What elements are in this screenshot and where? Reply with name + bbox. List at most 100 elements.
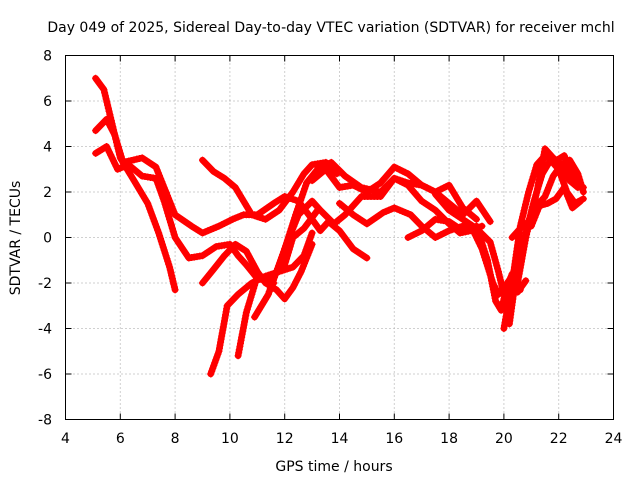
data-point — [534, 189, 539, 195]
data-point — [509, 235, 515, 240]
data-point — [364, 189, 370, 195]
x-tick-label: 10 — [221, 431, 239, 447]
x-tick-label: 24 — [605, 431, 623, 447]
data-point — [277, 208, 282, 213]
data-layer — [92, 74, 587, 378]
data-point — [156, 230, 161, 236]
data-point — [381, 210, 386, 215]
data-point — [561, 185, 567, 190]
data-point — [392, 176, 397, 181]
data-point — [378, 194, 383, 199]
data-point — [282, 246, 287, 252]
data-point — [222, 253, 227, 258]
y-tick-label: -8 — [38, 413, 52, 429]
data-point — [282, 262, 287, 267]
data-point — [545, 201, 550, 206]
data-point — [479, 223, 485, 229]
data-point — [433, 217, 438, 222]
data-point — [551, 155, 556, 161]
data-point — [115, 167, 120, 172]
data-point — [446, 182, 452, 188]
data-point — [309, 162, 315, 167]
data-point — [493, 299, 498, 304]
data-point — [501, 326, 507, 331]
series-track-3 — [92, 143, 278, 287]
data-point — [529, 223, 534, 229]
data-point — [263, 217, 268, 222]
data-point — [211, 169, 216, 174]
data-point — [304, 180, 309, 186]
series-track-2 — [92, 115, 371, 262]
data-point — [419, 198, 424, 204]
y-tick-label: 6 — [43, 94, 52, 110]
series-track-10 — [308, 163, 480, 223]
data-point — [145, 201, 150, 206]
data-point — [255, 273, 260, 279]
data-point — [298, 269, 304, 274]
data-point — [296, 212, 301, 217]
data-point — [230, 217, 235, 222]
data-point — [235, 253, 241, 258]
data-point — [200, 253, 205, 258]
data-point — [518, 226, 523, 231]
data-point — [433, 208, 438, 213]
data-point — [570, 205, 575, 211]
y-tick-label: -6 — [38, 367, 52, 383]
series-track-9 — [281, 174, 494, 253]
data-point — [235, 292, 241, 297]
data-point — [351, 182, 356, 188]
data-point — [290, 189, 296, 195]
data-point — [433, 235, 438, 240]
data-point — [485, 258, 490, 263]
x-tick-label: 16 — [385, 431, 403, 447]
data-point — [460, 217, 465, 222]
data-point — [351, 212, 356, 217]
data-point — [551, 173, 556, 179]
data-point — [309, 242, 315, 247]
data-point — [408, 212, 413, 217]
data-point — [200, 280, 205, 286]
x-axis-label: GPS time / hours — [275, 459, 392, 475]
data-point — [161, 198, 167, 204]
data-point — [498, 308, 504, 313]
data-point — [126, 162, 131, 167]
data-point — [578, 198, 583, 204]
data-point — [323, 167, 328, 172]
data-point — [553, 196, 559, 202]
data-point — [200, 230, 205, 236]
data-point — [581, 189, 586, 195]
data-point — [153, 164, 159, 170]
data-point — [337, 185, 342, 190]
data-point — [507, 321, 512, 327]
y-tick-label: -4 — [38, 322, 52, 338]
y-tick-label: 2 — [43, 185, 52, 201]
series-track-1 — [92, 74, 179, 294]
data-point — [241, 212, 246, 217]
data-point — [575, 185, 581, 190]
data-point — [101, 87, 107, 92]
data-point — [244, 310, 249, 315]
data-point — [131, 178, 137, 183]
data-point — [222, 176, 227, 181]
data-point — [153, 176, 159, 181]
data-point — [331, 221, 337, 227]
data-point — [405, 235, 411, 240]
data-point — [249, 212, 255, 217]
data-point — [342, 173, 348, 179]
data-point — [534, 162, 539, 167]
data-point — [515, 280, 520, 286]
data-point — [496, 269, 501, 274]
data-point — [112, 132, 118, 138]
data-point — [235, 353, 241, 358]
data-point — [301, 171, 307, 176]
y-axis-label: SDTVAR / TECUs — [8, 181, 24, 296]
y-tick-label: 8 — [43, 49, 52, 65]
data-point — [526, 189, 531, 195]
data-point — [104, 117, 109, 122]
data-point — [216, 223, 222, 229]
x-tick-label: 22 — [550, 431, 568, 447]
x-tick-label: 20 — [495, 431, 513, 447]
data-point — [460, 205, 465, 211]
data-point — [405, 171, 411, 176]
